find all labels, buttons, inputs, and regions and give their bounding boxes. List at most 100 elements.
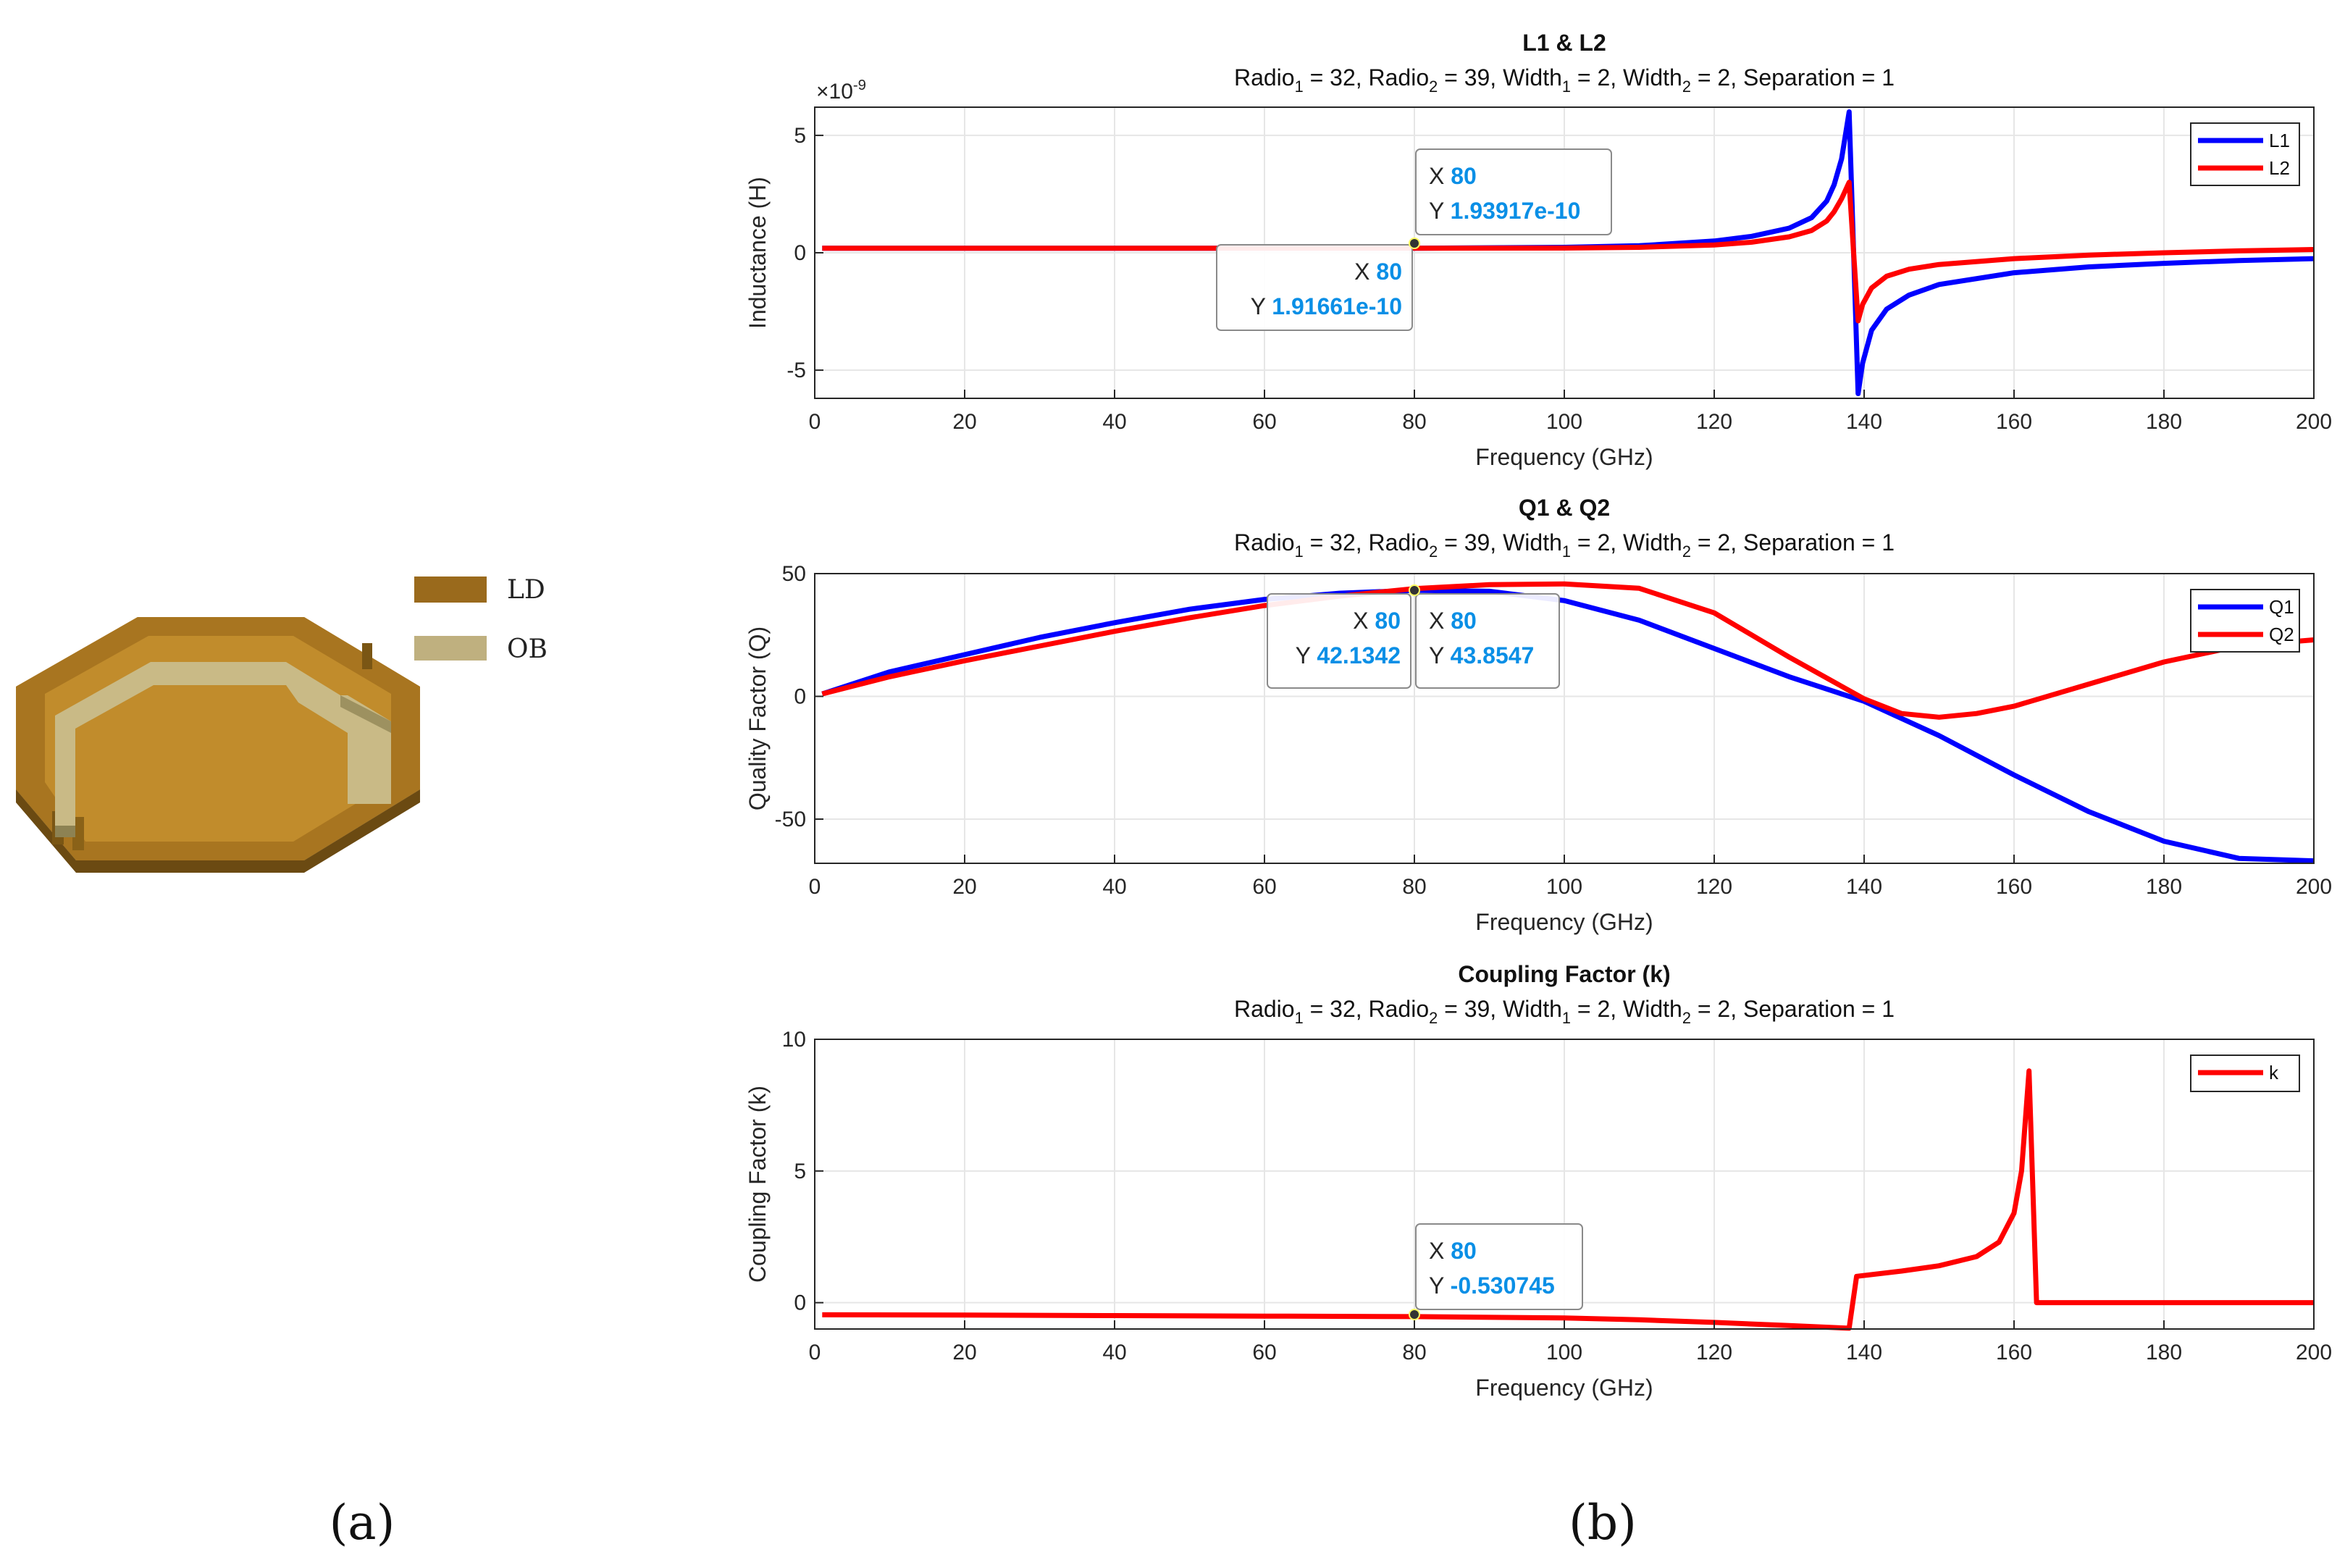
datatip-line: X 80 [1429,1238,1477,1264]
datatip-box [1415,593,1560,689]
x-tick-label: 80 [1402,875,1426,899]
x-tick-label: 100 [1546,410,1582,434]
x-tick-label: 160 [1996,875,2032,899]
chart-subtitle: Radio1 = 32, Radio2 = 39, Width1 = 2, Wi… [1234,64,1895,96]
datatip-3-1[interactable]: X 80 Y -0.530745 [1415,1223,1583,1310]
chart-3: 0 20 40 60 80 100 120 140 160 180 200 0 5 10 Coupling … [744,961,2332,1401]
chart-subtitle: Radio1 = 32, Radio2 = 39, Width1 = 2, Wi… [1234,529,1895,561]
x-axis-label: Frequency (GHz) [1475,1375,1653,1401]
caption-a: (a) [330,1495,395,1551]
chart-1: 0 20 40 60 80 100 120 140 160 180 200 -5 0 5 ×10-9 L1 &… [744,30,2332,470]
y-tick-label: 0 [794,684,806,708]
x-tick-label: 80 [1402,410,1426,434]
x-tick-label: 60 [1252,875,1276,899]
datatip-marker[interactable] [1409,584,1420,596]
y-tick-label: -50 [775,808,806,831]
x-tick-label: 20 [952,1341,976,1364]
x-tick-label: 100 [1546,1341,1582,1364]
x-axis-label: Frequency (GHz) [1475,909,1653,935]
series-group [822,1068,2314,1331]
x-tick-label: 200 [2296,1341,2332,1364]
legend-label-l1: L1 [2269,130,2290,151]
x-tick-label: 140 [1846,1341,1882,1364]
ob-ring-edge [55,826,75,837]
ld-port-right [362,643,372,669]
x-tick-label: 140 [1846,410,1882,434]
y-tick-label: 0 [794,1291,806,1315]
datatip-1-1[interactable]: X 80 Y 1.93917e-10 [1415,148,1612,235]
ob-ring-top [55,662,391,826]
datatip-line: X 80 [1354,259,1402,285]
legend-label-k: k [2269,1062,2279,1083]
y-tick-label: 5 [794,124,806,148]
x-tick-label: 60 [1252,1341,1276,1364]
series-line-q2 [821,581,2315,720]
datatip-box [1415,1223,1583,1310]
plots-panel: 0 20 40 60 80 100 120 140 160 180 200-505×10-9L1 &… [744,30,2332,1401]
legend-ld-swatch [414,577,487,603]
ob-crossover [340,695,391,733]
x-tick-label: 180 [2146,875,2182,899]
series-group [821,581,2315,864]
y-axis-label: Quality Factor (Q) [744,626,771,810]
y-tick-label: 5 [794,1160,806,1183]
datatip-2-2[interactable]: X 80 Y 43.8547 [1415,593,1560,689]
datatip-line: Y 42.1342 [1296,642,1401,668]
y-tick-label: 50 [782,562,806,586]
x-tick-label: 120 [1696,1341,1732,1364]
ld-ring-side [16,617,420,860]
chart-title: Q1 & Q2 [1519,495,1610,521]
x-tick-label: 120 [1696,410,1732,434]
legend-label-q1: Q1 [2269,596,2294,618]
material-legend: LD OB [414,575,548,664]
legend-ld-label: LD [507,575,545,605]
datatip-box [1216,244,1413,331]
legend-box [2190,589,2300,653]
datatip-2-1[interactable]: X 80 Y 42.1342 [1267,593,1411,689]
caption-b: (b) [1569,1495,1637,1551]
datatip-line: Y 43.8547 [1429,642,1534,668]
x-tick-label: 100 [1546,875,1582,899]
datatip-1-2[interactable]: X 80 Y 1.91661e-10 [1216,244,1413,331]
legend-label-l2: L2 [2269,157,2290,179]
chart-2: 0 20 40 60 80 100 120 140 160 180 200 -50 0 50 Q1 & Q2… [744,495,2332,935]
x-tick-label: 180 [2146,410,2182,434]
datatip-line: X 80 [1429,608,1477,634]
x-tick-label: 0 [809,1341,821,1364]
x-tick-label: 200 [2296,875,2332,899]
x-tick-label: 0 [809,875,821,899]
x-tick-label: 80 [1402,1341,1426,1364]
x-tick-label: 40 [1102,1341,1126,1364]
chart-title: Coupling Factor (k) [1458,961,1670,987]
legend-ob-swatch [414,636,487,661]
series-line-k [822,1068,2314,1331]
legend: k [2190,1055,2300,1092]
y-axis-label: Inductance (H) [744,177,771,329]
x-tick-label: 40 [1102,410,1126,434]
datatip-line: X 80 [1429,163,1477,189]
datatip-line: Y 1.93917e-10 [1429,198,1580,224]
legend-ob-label: OB [507,634,548,664]
series-line-l2 [822,180,2315,324]
datatip-line: X 80 [1353,608,1401,634]
legend-box [2190,122,2300,186]
ob-ring [55,662,391,837]
datatip-marker[interactable] [1409,238,1420,249]
x-axis-label: Frequency (GHz) [1475,444,1653,470]
chart-title: L1 & L2 [1522,30,1606,56]
ld-ring-bottom-face [16,789,420,873]
series-line-q1 [821,587,2315,864]
y-axis-label: Coupling Factor (k) [744,1086,771,1283]
datatip-line: Y -0.530745 [1429,1273,1555,1299]
x-tick-label: 160 [1996,410,2032,434]
x-tick-label: 140 [1846,875,1882,899]
datatip-marker[interactable] [1409,1309,1420,1320]
datatip-box [1267,593,1411,689]
coil-illustration: LD OB [16,575,548,873]
x-tick-label: 40 [1102,875,1126,899]
datatip-box [1415,148,1612,235]
x-tick-label: 160 [1996,1341,2032,1364]
